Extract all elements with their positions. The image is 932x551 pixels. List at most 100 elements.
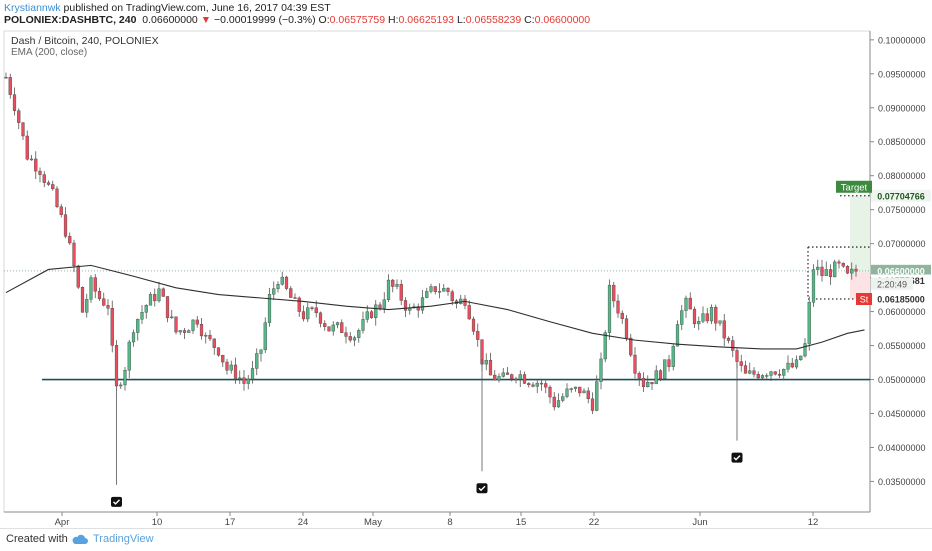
candle-body (769, 371, 773, 376)
x-tick-label: 8 (447, 517, 452, 528)
open-label: O: (318, 14, 330, 26)
candle-body (382, 299, 386, 309)
candle-body (365, 311, 369, 320)
candle-body (352, 337, 357, 341)
y-tick-label: 0.08000000 (878, 171, 926, 181)
candle-body (556, 400, 561, 408)
candle-body (323, 323, 327, 327)
candle-body (573, 386, 578, 389)
candle-body (85, 299, 89, 313)
high-value: 0.06625193 (398, 14, 455, 26)
candle-body (306, 307, 310, 320)
candle-body (845, 266, 850, 274)
candle-body (799, 355, 803, 361)
candle-body (263, 322, 267, 351)
candle-body (314, 307, 318, 314)
candle-body (284, 276, 289, 289)
y-tick-label: 0.05000000 (878, 375, 926, 385)
candle-body (4, 76, 8, 79)
target-tag (836, 180, 872, 193)
x-tick-label: 22 (589, 517, 600, 528)
candle-body (340, 322, 344, 333)
change-value: −0.00019999 (−0.3%) (214, 14, 316, 26)
candle-body (756, 374, 760, 379)
candle-body (650, 382, 654, 385)
candle-body (446, 288, 450, 292)
x-tick-label: May (364, 517, 382, 528)
ema-200-line (5, 264, 865, 350)
candle-body (629, 337, 633, 356)
tradingview-cloud-icon (72, 534, 88, 544)
candle-body (59, 206, 63, 215)
created-with-label: Created with (6, 533, 68, 545)
open-value: 0.06575759 (329, 14, 386, 26)
candle-body (743, 365, 748, 374)
author-link[interactable]: Krystiannwk (4, 2, 61, 14)
candle-body (569, 388, 573, 390)
x-tick-label: 10 (152, 517, 163, 528)
chart-title: Dash / Bitcoin, 240, POLONIEX (11, 35, 159, 47)
tradingview-link[interactable]: TradingView (93, 533, 154, 545)
low-label: L: (456, 14, 466, 26)
candle-body (841, 262, 845, 267)
candle-body (501, 372, 505, 377)
candle-body (675, 324, 680, 347)
checkmark-marker (476, 483, 488, 494)
candle-body (378, 304, 382, 309)
candle-body (131, 332, 136, 343)
candle-body (72, 242, 76, 267)
candle-body (93, 277, 97, 292)
candle-body (714, 306, 718, 324)
candle-body (174, 316, 178, 333)
candle-body (773, 371, 777, 375)
publish-line: Krystiannwk published on TradingView.com… (4, 2, 331, 14)
candle-body (187, 330, 191, 333)
candle-body (667, 359, 671, 367)
candle-body (811, 269, 816, 303)
candle-body (119, 384, 123, 387)
footer-bar: Created with TradingView (0, 528, 932, 551)
candle-body (144, 305, 148, 313)
candle-body (399, 284, 403, 301)
candle-body (182, 330, 187, 333)
candle-body (429, 286, 433, 292)
y-tick-label: 0.04500000 (878, 409, 926, 419)
candle-body (561, 396, 565, 401)
candle-body (301, 311, 306, 320)
candle-body (692, 308, 697, 325)
candle-body (246, 378, 250, 384)
high-label: H: (388, 14, 399, 26)
y-tick-label: 0.08500000 (878, 137, 926, 147)
candle-body (735, 350, 739, 362)
candle-body (17, 110, 21, 123)
candle-body (161, 288, 165, 297)
candle-body (718, 320, 722, 324)
candle-body (361, 319, 365, 331)
price-chart[interactable]: 0.03500000 0.04000000 0.04500000 0.05000000… (0, 29, 932, 528)
target-price-box (871, 189, 931, 202)
candle-body (586, 390, 590, 400)
candle-body (544, 383, 548, 388)
candle-body (369, 311, 374, 318)
candle-body (624, 318, 629, 339)
candle-body (684, 297, 688, 311)
candle-body (276, 284, 280, 289)
checkmark-marker (111, 496, 122, 507)
stop-zone (850, 272, 870, 300)
candle-body (242, 377, 246, 384)
candle-body (705, 313, 709, 322)
y-tick-label: 0.09500000 (878, 69, 926, 79)
check-icon (478, 485, 486, 492)
candle-body (216, 347, 221, 356)
candle-body (140, 312, 144, 320)
stop-price-box (871, 293, 931, 306)
candle-body (590, 398, 595, 411)
candle-body (199, 324, 204, 337)
candle-body (731, 340, 735, 351)
candle-body (153, 294, 157, 302)
y-tick-label: 0.06000000 (878, 307, 926, 317)
candle-body (123, 369, 127, 386)
candle-body (765, 375, 769, 377)
candle-body (722, 320, 726, 339)
candle-body (518, 374, 522, 380)
